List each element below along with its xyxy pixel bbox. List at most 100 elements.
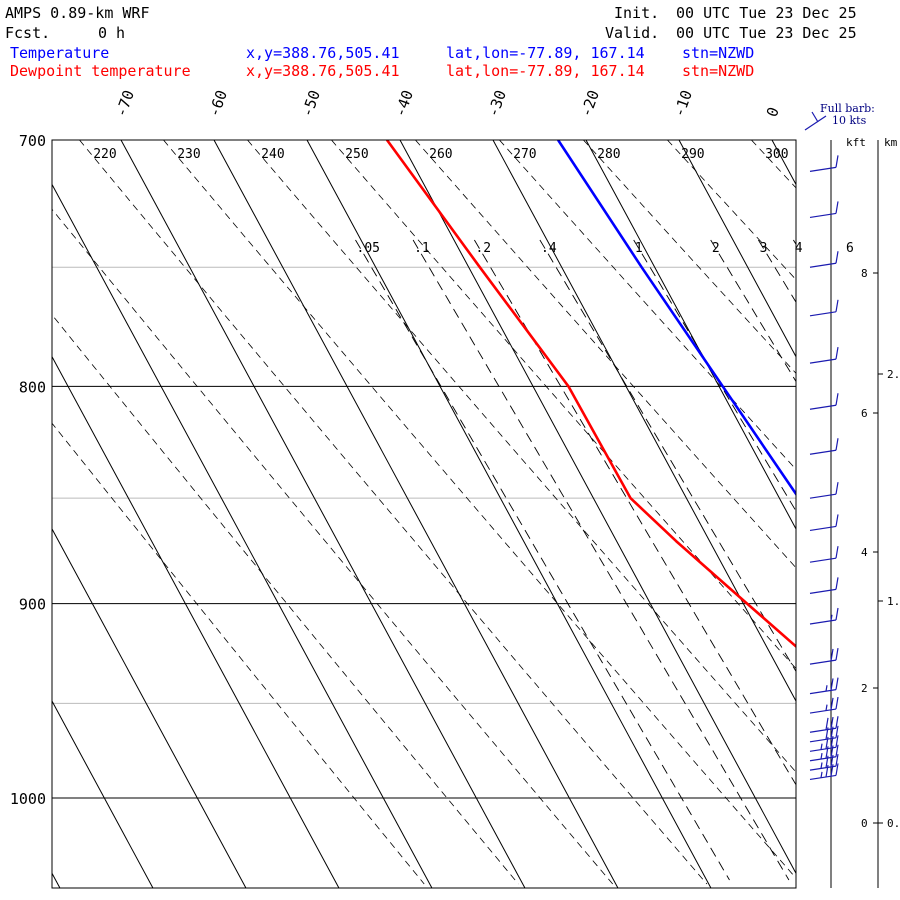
dry-adiabat-240	[247, 140, 796, 773]
wind-barb-6	[809, 696, 839, 714]
wind-barb-half-9	[830, 614, 833, 621]
dry-adiabat-label-0: 220	[93, 147, 116, 162]
dry-adiabat-label-6: 280	[597, 147, 620, 162]
isotherm-label-0: -70	[112, 88, 138, 120]
wind-barb-shaft-17	[809, 311, 837, 317]
wind-barb-full-14-0	[835, 438, 839, 451]
kft-label-0: 0	[861, 817, 868, 830]
isotherm-label-2: -50	[298, 88, 324, 120]
wind-barb-full-4-0	[835, 725, 839, 738]
wind-barb-full-2-0	[835, 744, 839, 757]
mixing-ratio-0.4	[539, 239, 796, 673]
dry-adiabat-190	[52, 422, 425, 885]
mixing-ratio-0.1	[412, 239, 790, 881]
header-valid-value: 00 UTC Tue 23 Dec 25	[676, 24, 857, 42]
kft-label-6: 6	[861, 407, 868, 420]
dry-adiabat-260	[415, 140, 796, 569]
wind-barb-half-3	[820, 743, 823, 750]
mixing-ratio-0.05	[355, 239, 730, 881]
dry-adiabat-label-2: 240	[261, 147, 284, 162]
wind-barb-full-19-0	[835, 201, 839, 214]
isotherm--10	[678, 140, 796, 358]
wind-barb-shaft-1	[809, 765, 837, 771]
wind-barb-10	[809, 577, 839, 594]
wind-barb-half-7	[825, 685, 828, 692]
wind-barb-shaft-3	[809, 746, 837, 752]
wind-barb-8	[809, 648, 839, 665]
mixing-ratio-label-1: .1	[414, 241, 430, 256]
wind-barb-full-16-0	[835, 347, 839, 360]
wind-barb-shaft-5	[809, 727, 837, 733]
wind-barb-shaft-10	[809, 588, 837, 594]
wind-barb-20	[809, 155, 839, 172]
wind-barb-full-8-0	[835, 648, 839, 661]
wind-barb-shaft-12	[809, 525, 837, 532]
wind-barb-12	[809, 514, 839, 532]
isotherm-label-7: 0	[763, 105, 783, 120]
wind-barb-shaft-18	[809, 262, 837, 268]
wind-barb-half-1	[820, 762, 823, 769]
wind-barb-full-5-2	[825, 717, 829, 730]
dry-adiabat-label-5: 270	[513, 147, 536, 162]
kft-label-8: 8	[861, 267, 868, 280]
mixing-ratio-2	[710, 239, 796, 383]
isotherm-label-3: -40	[391, 88, 417, 120]
wind-barb-full-3-0	[835, 735, 839, 748]
wind-barb-full-10-0	[835, 577, 839, 590]
dry-adiabat-290	[667, 140, 796, 281]
header-model: AMPS 0.89-km WRF	[5, 4, 150, 22]
isotherm-label-4: -30	[484, 88, 510, 120]
dry-adiabat-220	[79, 140, 708, 885]
wind-barb-full-12-0	[835, 514, 839, 527]
pressure-label-1000: 1000	[10, 790, 46, 808]
wind-barb-17	[809, 299, 839, 317]
wind-barb-full-7-0	[835, 677, 839, 690]
wind-barb-19	[809, 201, 839, 219]
wind-barb-full-13-0	[835, 482, 839, 495]
header-valid-label: Valid.	[605, 24, 660, 42]
mixing-ratio-label-0: .05	[357, 241, 380, 256]
mixing-ratio-label-4: 1	[635, 241, 643, 256]
background-grid	[52, 140, 900, 888]
sounding-series	[385, 140, 796, 649]
wind-barb-15	[809, 393, 839, 410]
wind-barb-5	[809, 716, 839, 733]
wind-barb-full-20-0	[835, 155, 839, 168]
pressure-label-900: 900	[19, 596, 46, 614]
km-label-2.: 2.	[887, 368, 900, 381]
wind-barb-shaft-9	[809, 619, 837, 625]
wind-barb-shaft-13	[809, 493, 837, 499]
wind-barb-full-7-1	[830, 678, 834, 691]
height-units-km: km	[884, 136, 898, 149]
wind-barb-full-6-1	[830, 697, 834, 710]
wind-barb-13	[809, 482, 839, 499]
legend-temperature-latlon: lat,lon=-77.89, 167.14	[446, 44, 645, 62]
wind-barb-shaft-6	[809, 708, 837, 714]
isotherm-10	[865, 140, 900, 888]
wind-barb-shaft-15	[809, 404, 837, 410]
wind-barbs	[804, 111, 839, 781]
legend-dewpoint-xy: x,y=388.76,505.41	[246, 62, 400, 80]
wind-barb-full-17-0	[835, 299, 839, 312]
plot-frame	[51, 139, 797, 889]
mixing-ratio-4	[793, 239, 796, 246]
barb-note-line2: 10 kts	[832, 114, 867, 127]
wind-barb-shaft-4	[809, 737, 837, 743]
wind-barb-shaft-7	[809, 689, 837, 695]
isotherm--120	[52, 872, 61, 888]
dry-adiabat-250	[331, 140, 796, 670]
mixing-ratio-label-3: .4	[541, 241, 557, 256]
wind-barb-half-2	[820, 753, 823, 760]
wind-barb-full-9-0	[835, 607, 839, 621]
wind-barb-full-5-1	[830, 716, 834, 730]
isotherm--40	[399, 140, 796, 875]
mixing-ratio-6	[845, 240, 900, 880]
wind-barb-full-1-0	[835, 754, 839, 767]
isotherm--110	[52, 700, 154, 888]
isotherm--100	[52, 527, 247, 888]
dry-adiabat-label-3: 250	[345, 147, 368, 162]
pressure-label-800: 800	[19, 378, 46, 396]
wind-barb-14	[809, 438, 839, 455]
